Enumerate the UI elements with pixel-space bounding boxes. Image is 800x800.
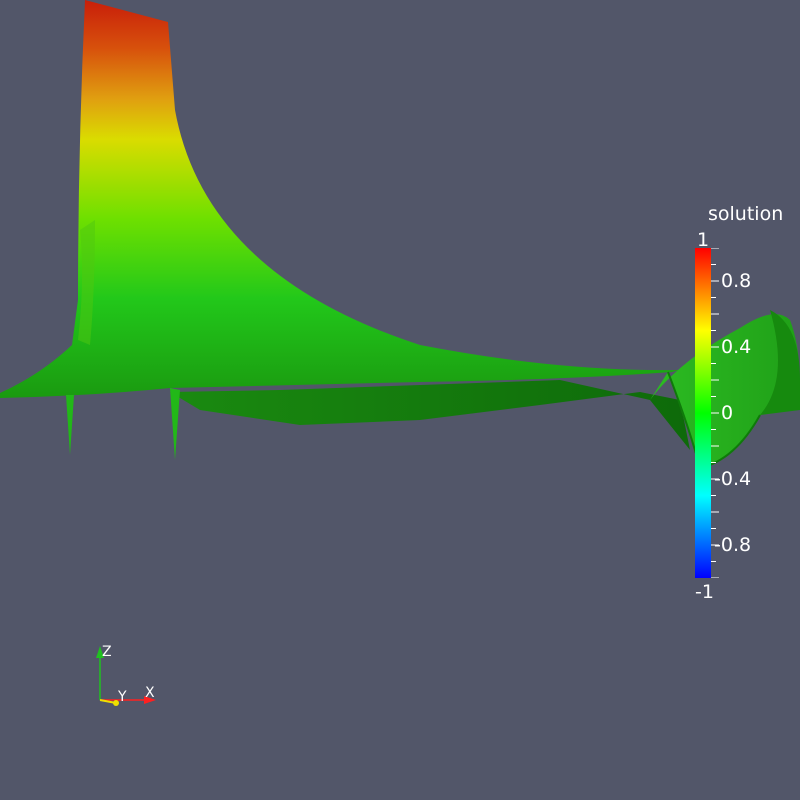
orientation-axes: Z X Y <box>96 644 156 706</box>
surface-fold <box>78 220 95 345</box>
surface-main <box>0 0 680 398</box>
spike-left <box>66 395 74 455</box>
legend-tick-label: -1 <box>695 581 714 603</box>
legend-ticks <box>711 248 719 578</box>
legend-title: solution <box>708 203 784 225</box>
legend-tick-label: 0 <box>721 402 734 424</box>
surface-underside <box>170 380 690 450</box>
legend-tick-label: 0.4 <box>721 336 752 358</box>
axis-label-y: Y <box>117 689 127 705</box>
surface-right-back <box>760 310 800 415</box>
legend-tick-label: 1 <box>697 229 710 251</box>
surface-right-lobe <box>650 314 799 468</box>
spike-center <box>170 388 180 460</box>
color-legend-bar <box>695 248 711 578</box>
axis-label-z: Z <box>102 644 112 660</box>
legend-tick-label: -0.8 <box>714 534 752 556</box>
legend-tick-label: 0.8 <box>721 270 752 292</box>
legend-tick-label: -0.4 <box>714 468 752 490</box>
axis-label-x: X <box>145 685 155 701</box>
